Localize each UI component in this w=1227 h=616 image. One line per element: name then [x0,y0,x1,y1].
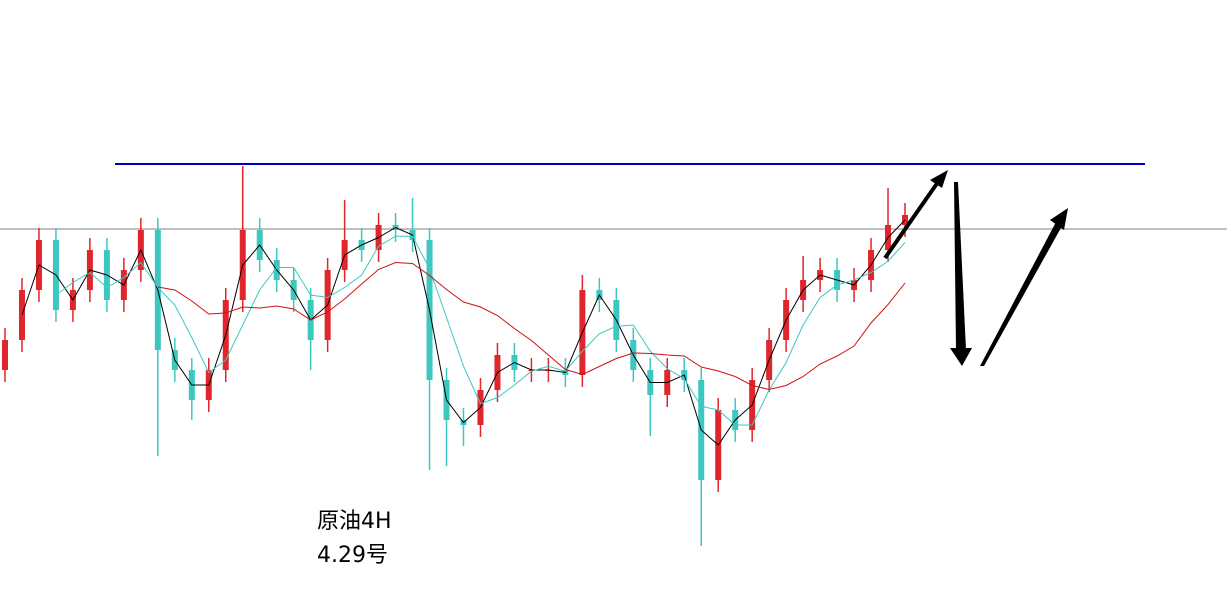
arrow-down [954,182,966,350]
arrow-head [950,348,972,366]
arrow-head [930,170,948,188]
annotation: 原油4H [317,509,392,534]
arrow-up [883,180,940,260]
arrow-up [980,222,1062,366]
moving-average [55,235,906,426]
arrows [883,170,1068,366]
arrow-head [1050,208,1068,230]
moving-average [157,261,906,391]
candle-body [2,340,8,370]
moving-average [21,219,906,446]
annotation: 4.29号 [317,543,388,568]
